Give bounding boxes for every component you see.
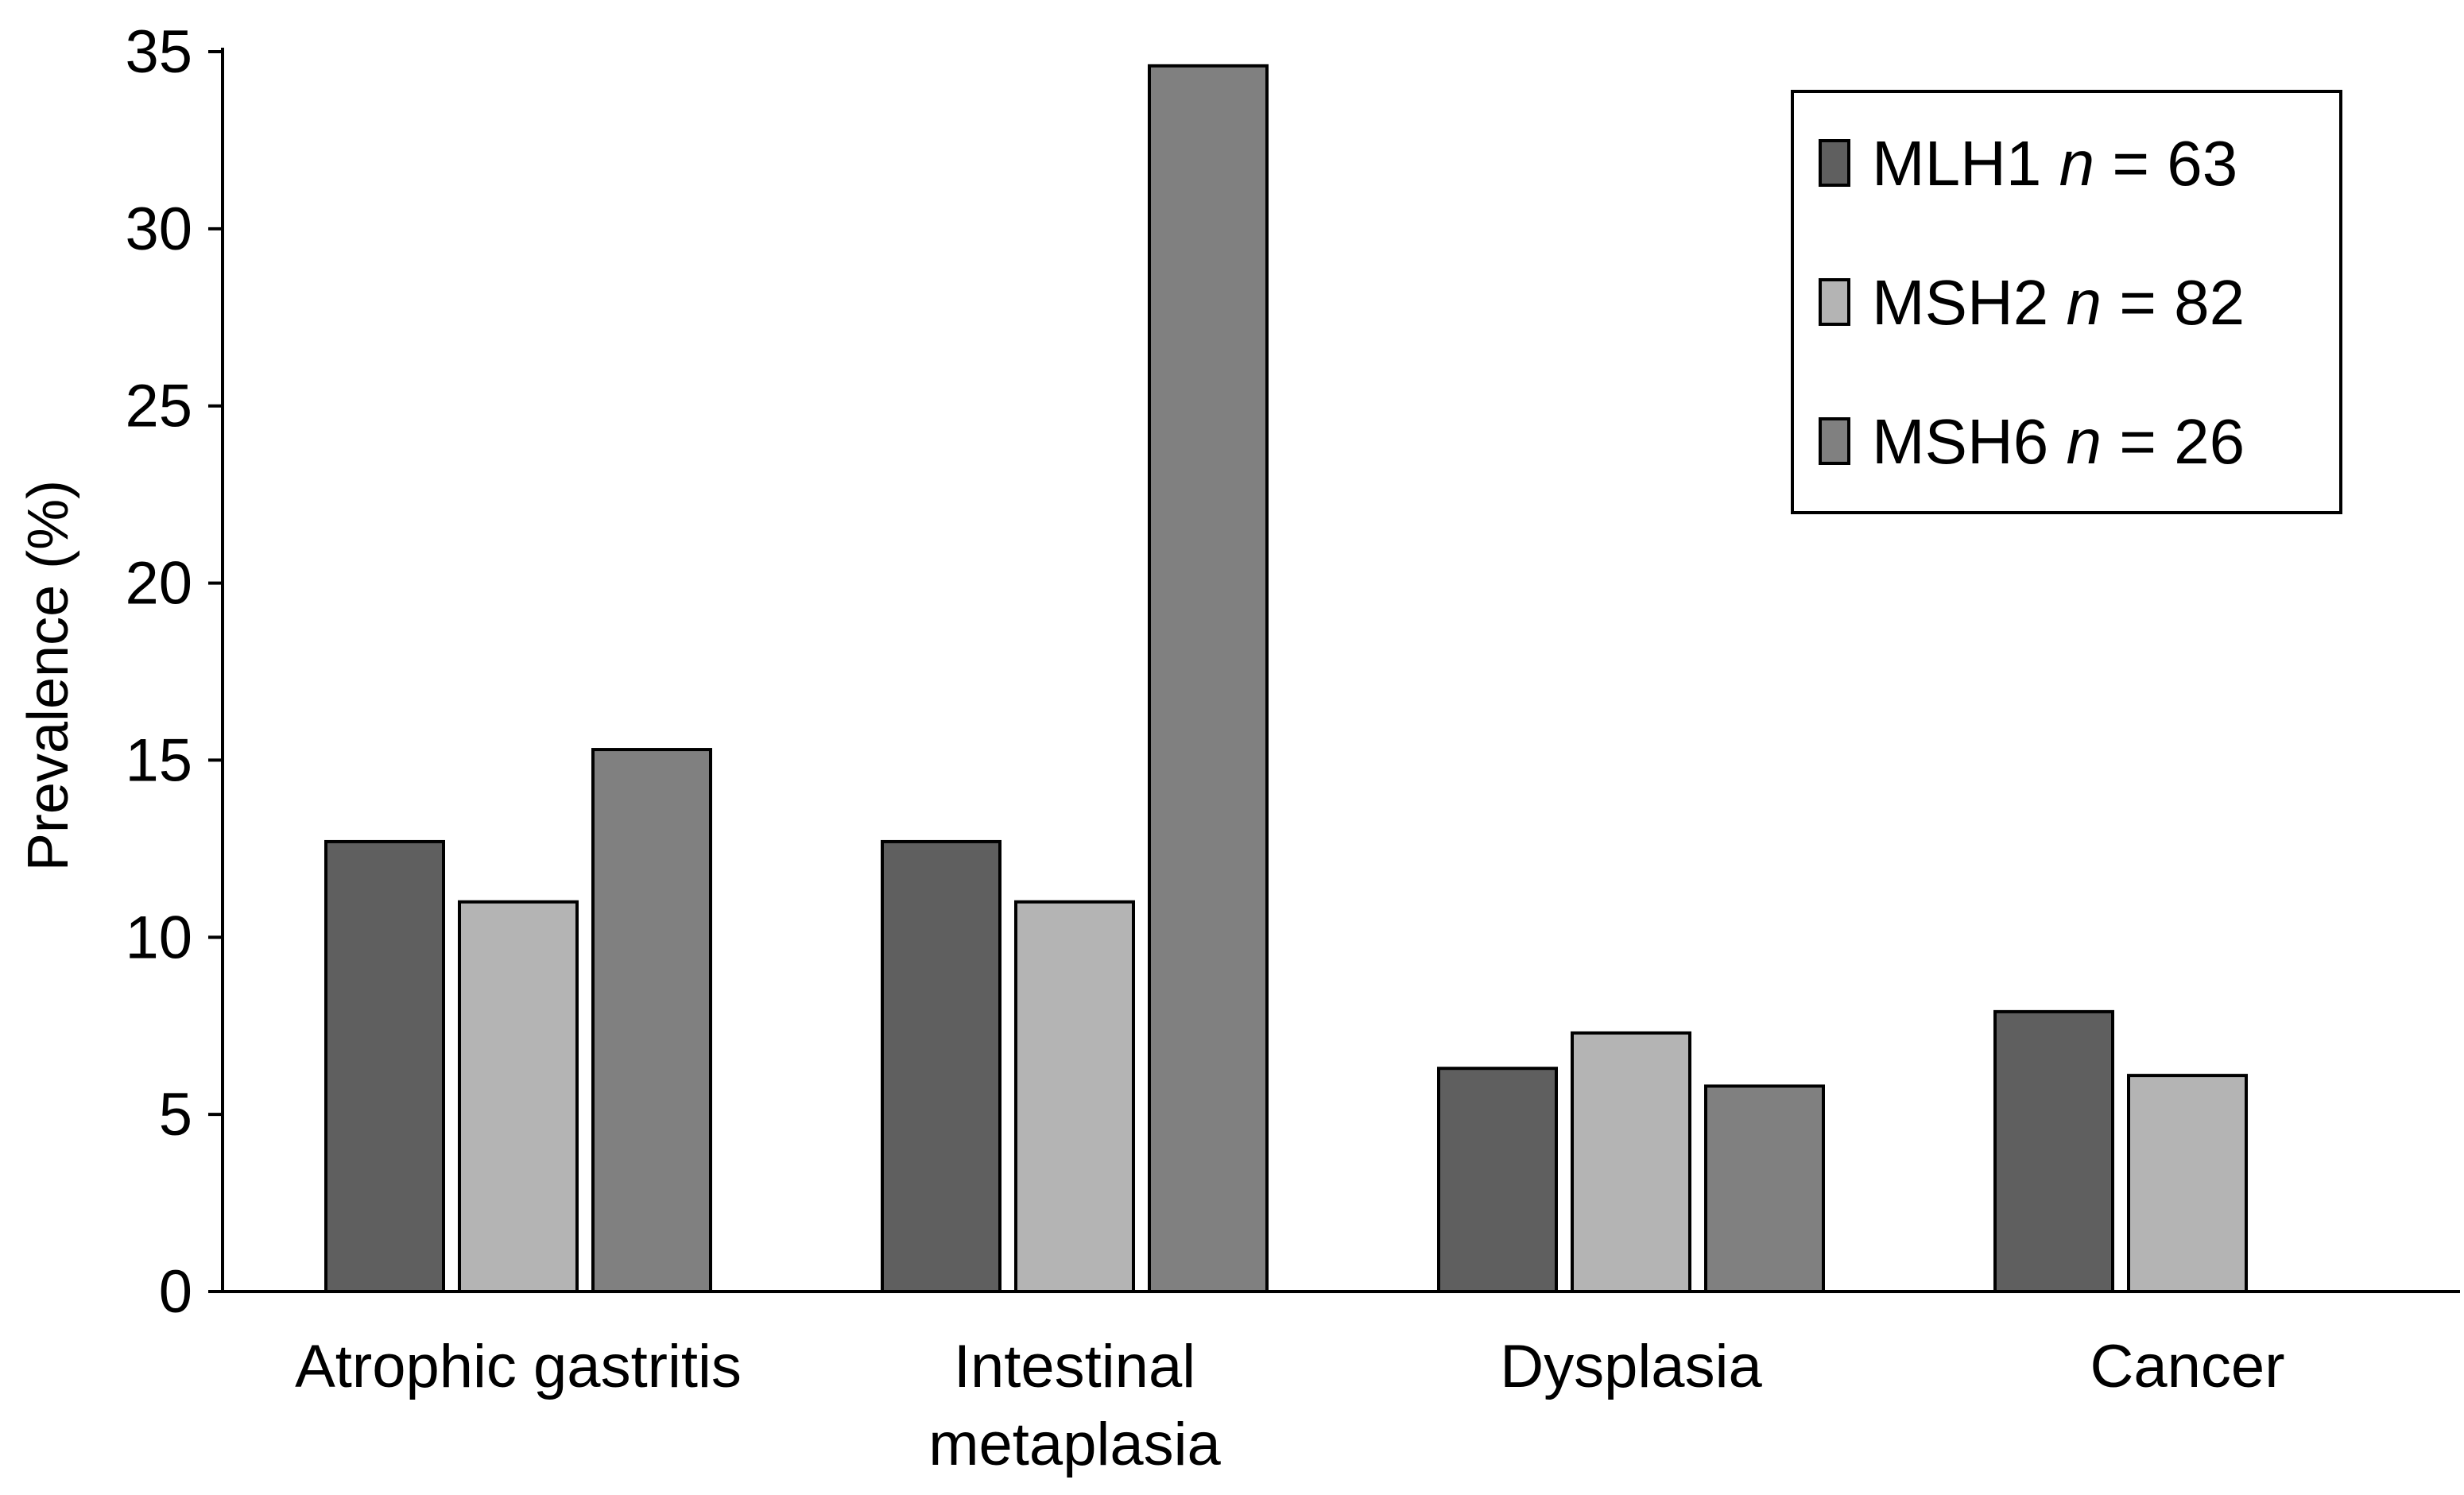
legend-series-name: MSH6: [1872, 406, 2067, 477]
y-tick-label: 5: [159, 1081, 192, 1148]
legend-swatch-msh2: [1819, 278, 1850, 326]
bar-msh6: [591, 748, 712, 1293]
x-category-line: Dysplasia: [1500, 1333, 1762, 1400]
y-tick-label: 25: [125, 373, 192, 440]
y-tick-label: 30: [125, 196, 192, 263]
x-category-line: Atrophic gastritis: [295, 1333, 742, 1400]
x-category-line: metaplasia: [928, 1411, 1221, 1478]
bar-msh6: [1148, 64, 1269, 1293]
x-category-label: Intestinal metaplasia: [928, 1333, 1221, 1478]
bar-msh6: [1704, 1084, 1825, 1293]
legend: MLH1 n = 63 MSH2 n = 82 MSH6 n = 26: [1791, 90, 2342, 514]
legend-series-name: MLH1: [1872, 128, 2059, 199]
bar-msh2: [2127, 1074, 2248, 1293]
legend-swatch-msh6: [1819, 417, 1850, 465]
legend-label-msh2: MSH2 n = 82: [1872, 267, 2245, 338]
bars-group: [324, 64, 2248, 1294]
bar-mlh1: [1437, 1067, 1558, 1293]
x-category-line: Cancer: [2090, 1333, 2285, 1400]
legend-n-value: = 63: [2094, 128, 2237, 199]
legend-n-value: = 26: [2102, 406, 2245, 477]
x-category-label: Atrophic gastritis: [295, 1333, 742, 1400]
bar-msh2: [1014, 900, 1135, 1293]
bar-mlh1: [324, 839, 445, 1293]
bar-mlh1: [881, 839, 1001, 1293]
legend-n-value: = 82: [2102, 267, 2245, 338]
legend-box: [1791, 90, 2342, 514]
bar-msh2: [1571, 1031, 1691, 1293]
x-axis-labels: Atrophic gastritis Intestinal metaplasia Dy…: [295, 1333, 2284, 1478]
bar-mlh1: [1993, 1009, 2114, 1294]
legend-n-symbol: n: [2067, 406, 2102, 477]
bar-msh2: [458, 900, 579, 1293]
legend-swatch-mlh1: [1819, 139, 1850, 187]
legend-series-name: MSH2: [1872, 267, 2067, 338]
y-axis: 0 5 10 15 20 25 30 35: [125, 18, 224, 1326]
legend-label-mlh1: MLH1 n = 63: [1872, 128, 2237, 199]
x-category-line: Intestinal: [954, 1333, 1195, 1400]
x-category-label: Cancer: [2090, 1333, 2285, 1400]
y-tick-label: 20: [125, 550, 192, 618]
x-category-label: Dysplasia: [1500, 1333, 1762, 1400]
legend-label-msh6: MSH6 n = 26: [1872, 406, 2245, 477]
y-tick-label: 10: [125, 904, 192, 971]
legend-n-symbol: n: [2059, 128, 2095, 199]
legend-n-symbol: n: [2067, 267, 2102, 338]
y-axis-title: Prevalence (%): [17, 480, 80, 871]
y-tick-label: 15: [125, 726, 192, 794]
y-tick-label: 0: [159, 1258, 192, 1326]
y-tick-label: 35: [125, 18, 192, 86]
